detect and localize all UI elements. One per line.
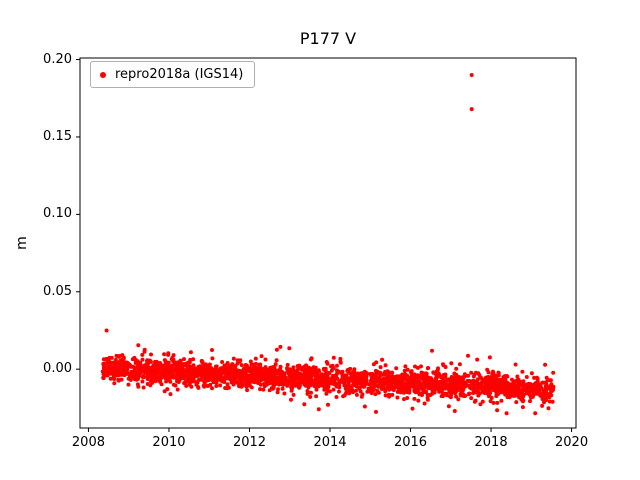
chart-title: P177 V [299,29,357,48]
x-tick-label: 2010 [152,435,186,450]
y-tick-label: 0.20 [43,51,72,67]
scatter-points [100,73,556,416]
outlier-point [469,73,474,77]
outlier-point [410,406,415,411]
x-tick-label: 2008 [71,435,105,450]
x-tick-label: 2018 [474,435,508,450]
x-tick-label: 2016 [393,435,428,450]
x-tick-label: 2012 [232,435,267,450]
x-tick-label: 2014 [313,435,347,450]
outlier-point [104,328,109,333]
outlier-point [469,107,474,112]
axes-frame [79,57,577,429]
outlier-point [326,402,330,407]
outlier-point [274,347,279,352]
outlier-point [452,409,457,413]
y-tick-label: 0.10 [43,206,72,222]
y-tick-label: 0.15 [43,128,72,144]
legend: repro2018a (IGS14) [90,61,256,88]
legend-label: repro2018a (IGS14) [115,67,244,82]
y-tick-label: 0.05 [43,283,72,299]
y-tick-label: 0.00 [43,361,72,377]
outlier-point [495,408,500,413]
legend-marker-icon [100,71,106,78]
x-tick-label: 2020 [555,435,589,450]
